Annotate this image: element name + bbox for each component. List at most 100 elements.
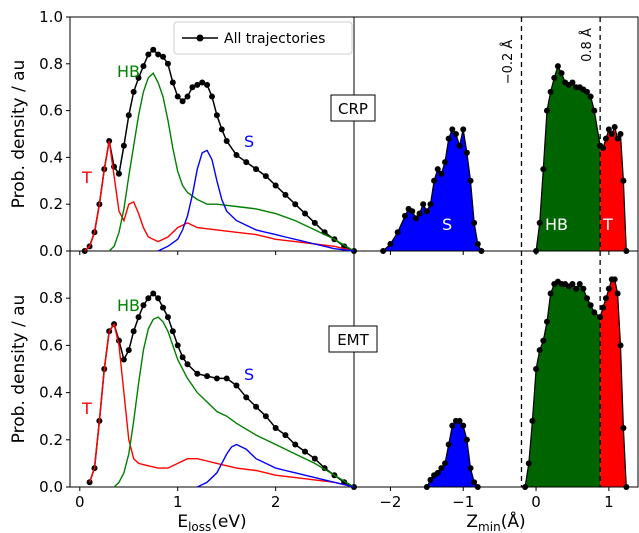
data-point xyxy=(179,98,186,105)
panel-label-box-bottom xyxy=(328,325,378,353)
series-line-t xyxy=(84,140,355,252)
y-tick-label: 0.8 xyxy=(39,55,63,73)
region-fill-t xyxy=(600,127,627,251)
data-point xyxy=(584,88,591,95)
dash-label-2: 0.8 Å xyxy=(579,28,595,62)
series-line-t xyxy=(88,322,355,488)
data-point xyxy=(150,46,157,53)
data-point xyxy=(449,422,456,429)
data-point xyxy=(431,177,438,184)
data-point xyxy=(169,328,176,335)
data-point xyxy=(174,342,181,349)
data-point xyxy=(587,93,594,100)
ylabel-top: Prob. density / au xyxy=(9,60,29,209)
legend: All trajectories xyxy=(173,21,353,55)
y-tick-label: 0.8 xyxy=(39,289,63,307)
data-point xyxy=(543,318,550,325)
data-point xyxy=(427,201,434,208)
legend-marker xyxy=(196,34,204,42)
data-point xyxy=(558,70,565,77)
y-tick-label: 0.4 xyxy=(39,148,63,166)
data-point xyxy=(302,210,309,217)
data-point xyxy=(155,295,162,302)
panel-label-bottom: EMT xyxy=(337,331,369,349)
data-point xyxy=(600,304,607,311)
data-point xyxy=(189,84,196,91)
data-point xyxy=(135,314,142,321)
dash-label-1: −0.2 Å xyxy=(500,40,516,85)
data-point xyxy=(591,107,598,114)
data-point xyxy=(605,126,612,133)
data-point xyxy=(409,208,416,215)
data-point xyxy=(194,81,201,88)
data-point xyxy=(547,290,554,297)
data-point xyxy=(253,403,260,410)
data-point xyxy=(463,436,470,443)
data-point xyxy=(540,166,547,173)
data-point xyxy=(253,166,260,173)
label-hb-top-left: HB xyxy=(117,62,140,81)
data-point xyxy=(311,219,318,226)
data-point xyxy=(262,413,269,420)
data-point xyxy=(160,53,167,60)
data-point xyxy=(536,347,543,354)
data-point xyxy=(194,370,201,377)
data-point xyxy=(184,361,191,368)
data-point xyxy=(416,210,423,217)
data-point xyxy=(438,170,445,177)
legend-label: All trajectories xyxy=(224,31,325,47)
data-point xyxy=(611,276,618,283)
data-point xyxy=(471,219,478,226)
data-point xyxy=(145,51,152,58)
data-point xyxy=(204,373,211,380)
y-tick-label: 0.0 xyxy=(39,242,63,260)
data-point xyxy=(213,112,220,119)
data-point xyxy=(427,476,434,483)
data-point xyxy=(533,366,540,372)
data-point xyxy=(140,302,147,309)
data-point xyxy=(460,422,467,429)
data-point xyxy=(272,425,279,431)
data-point xyxy=(614,135,621,142)
data-point xyxy=(442,460,449,467)
label-s-top-left: S xyxy=(244,132,254,151)
data-point xyxy=(387,240,394,247)
x-tick-label: 1 xyxy=(604,493,614,511)
y-tick-label: 0.0 xyxy=(39,478,63,496)
y-tick-label: 0.4 xyxy=(39,384,63,402)
plot-layer: 0.0 0.2 0.4 0.6 0.8 1.0 0 1 2 0.0 0.2 0.4 0.6 0.8 −2 −1… xyxy=(39,8,638,511)
data-point xyxy=(164,314,171,321)
series-line-s xyxy=(196,443,355,488)
xlabel-right: Zmin(Å) xyxy=(466,510,525,533)
y-tick-label: 0.6 xyxy=(39,336,63,354)
data-point xyxy=(262,173,269,180)
label-s-top-right: S xyxy=(442,215,452,234)
data-point xyxy=(452,131,459,137)
data-point xyxy=(423,208,430,215)
data-point xyxy=(620,177,627,184)
data-point xyxy=(602,135,609,142)
data-point xyxy=(223,138,230,145)
data-point xyxy=(401,212,408,219)
data-point xyxy=(467,465,474,472)
label-s-bottom-left: S xyxy=(244,365,254,384)
data-point xyxy=(551,74,558,81)
data-point xyxy=(536,219,543,226)
data-point xyxy=(169,79,176,86)
data-point xyxy=(155,51,162,58)
data-point xyxy=(125,112,132,119)
data-point xyxy=(199,79,206,86)
data-point xyxy=(135,74,142,81)
region-fill-hb xyxy=(525,281,601,487)
data-point xyxy=(620,425,627,431)
x-tick-label: 0 xyxy=(75,493,85,511)
data-point xyxy=(120,142,127,149)
label-t-top-left: T xyxy=(81,168,92,187)
data-point xyxy=(614,290,621,297)
data-point xyxy=(125,347,132,354)
data-point xyxy=(580,285,587,292)
series-line-hb xyxy=(108,72,355,252)
panel-label-box-top xyxy=(330,94,376,122)
data-point xyxy=(302,448,309,455)
data-point xyxy=(471,479,478,486)
